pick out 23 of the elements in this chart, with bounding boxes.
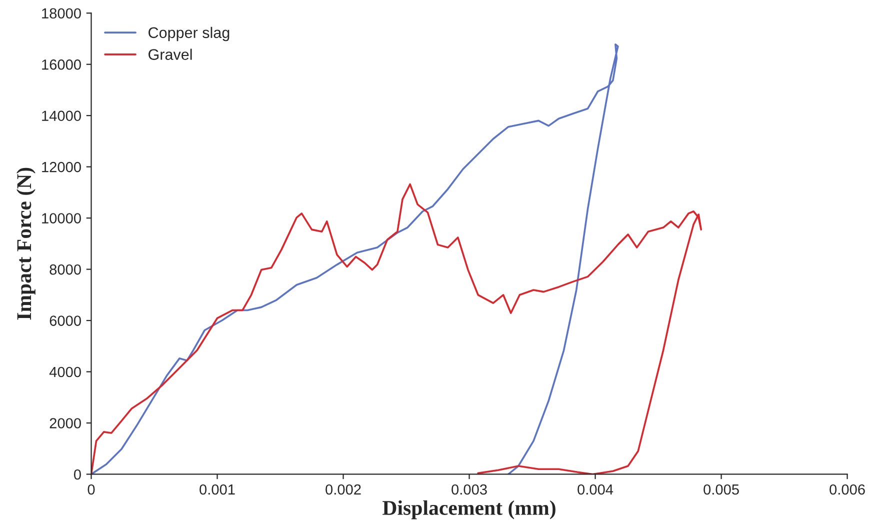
x-tick-label: 0.003 (452, 484, 487, 495)
y-tick-label: 4000 (49, 366, 81, 378)
line-series (91, 43, 619, 474)
line-series (91, 183, 702, 474)
y-tick-label: 18000 (42, 8, 81, 19)
legend-label: Gravel (148, 48, 192, 60)
x-tick-label: 0 (88, 484, 95, 495)
y-tick-label: 14000 (42, 110, 81, 121)
y-tick-label: 2000 (50, 418, 81, 428)
legend-label: Copper slag (148, 26, 230, 42)
y-tick-label: 0 (74, 469, 81, 480)
x-tick-label: 0.005 (704, 484, 739, 495)
y-tick-label: 8000 (50, 264, 81, 275)
x-tick-label: 0.006 (830, 484, 865, 495)
y-axis-title: Impact Force (N) (16, 168, 36, 320)
x-tick-label: 0.001 (200, 484, 235, 495)
x-tick-label: 0.004 (578, 484, 614, 495)
x-axis-title: Displacement (mm) (382, 500, 556, 520)
y-tick-label: 10000 (42, 213, 81, 224)
y-tick-label: 16000 (42, 59, 81, 70)
x-tick-label: 0.002 (326, 484, 361, 495)
y-tick-label: 6000 (50, 316, 81, 326)
y-tick-label: 12000 (42, 162, 81, 172)
